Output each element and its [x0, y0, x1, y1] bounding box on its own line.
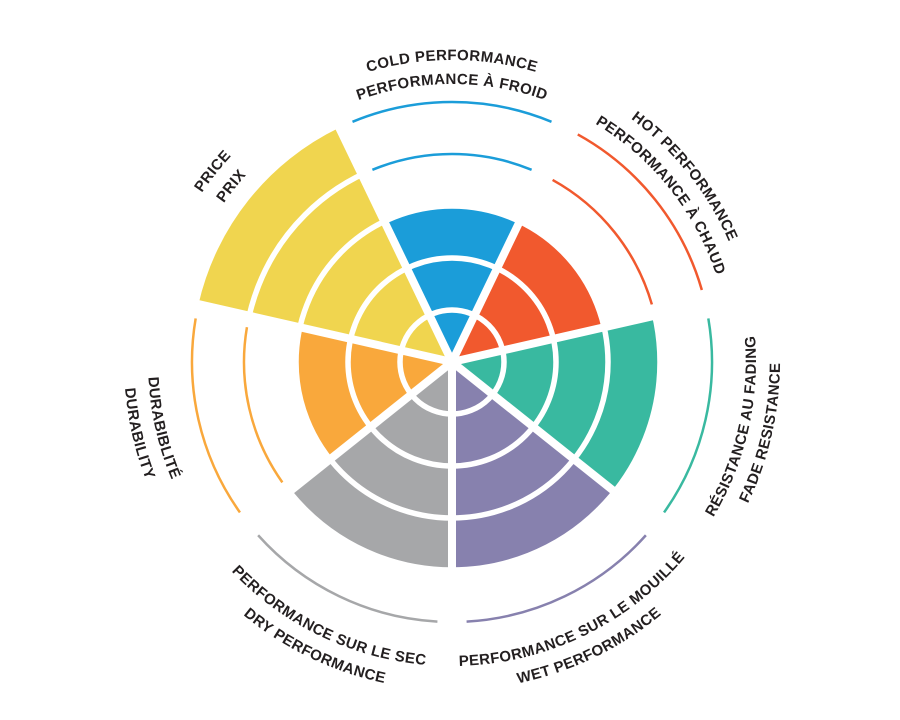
sector-gap-line — [451, 298, 713, 366]
sector-gap-line — [191, 298, 453, 366]
ring-arc-durability-4 — [242, 326, 284, 484]
ring-arc-hot-4 — [552, 178, 654, 305]
ring-arc-cold-4 — [371, 152, 533, 171]
ring-arc-hot-5 — [577, 133, 704, 291]
label-cold-fr: PERFORMANCE À FROID — [354, 71, 550, 104]
label-textpath-hot-en: HOT PERFORMANCE — [628, 108, 740, 243]
sector-wedge-wet — [452, 362, 615, 570]
sector-gap-line — [448, 120, 572, 364]
sector-gap-line — [332, 120, 456, 364]
sector-wedge-price — [198, 127, 452, 362]
label-textpath-cold-fr: PERFORMANCE À FROID — [354, 71, 549, 104]
sector-wedge-dry — [289, 362, 452, 570]
sector-gap-line — [241, 358, 455, 531]
sector-gap-line — [449, 358, 663, 531]
sector-wedge-cold — [384, 205, 520, 362]
ring-arc-fade-5 — [663, 318, 714, 514]
ring-arc-dry-5 — [257, 534, 438, 623]
label-hot-en: HOT PERFORMANCE — [628, 108, 741, 243]
sector-wedge-durability — [295, 327, 452, 460]
ring-arc-wet-5 — [466, 534, 647, 623]
ring-arc-durability-5 — [190, 318, 241, 514]
ring-arc-cold-5 — [352, 100, 552, 123]
